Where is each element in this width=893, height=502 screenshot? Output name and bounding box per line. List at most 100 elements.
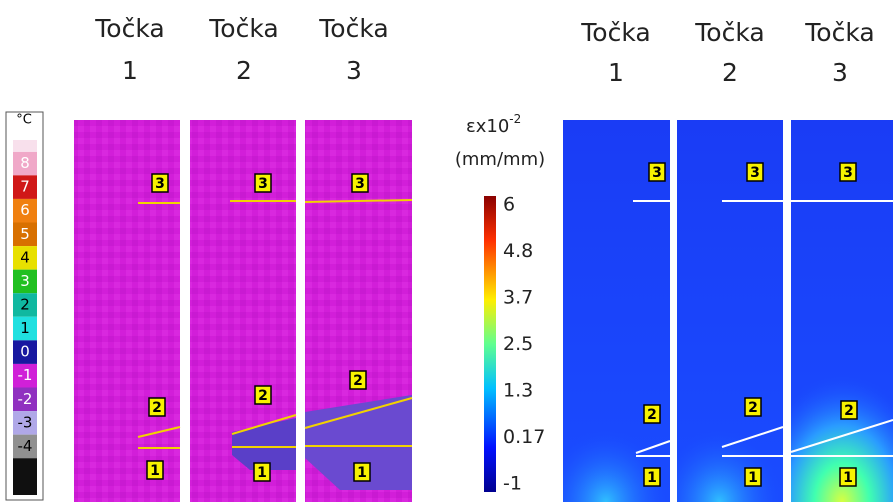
- header-word: Točka: [580, 18, 650, 47]
- marker-label: 1: [647, 470, 657, 486]
- marker-label: 2: [844, 403, 854, 419]
- scale-unit: (mm/mm): [455, 149, 545, 170]
- scale-label: -1: [503, 473, 522, 495]
- scale-title: εx10-2: [466, 112, 521, 138]
- line: [721, 426, 784, 448]
- line: [231, 414, 297, 435]
- marker-label: 1: [748, 470, 758, 486]
- scale-segment: [13, 246, 37, 270]
- scale-label: 5: [20, 225, 30, 243]
- header-word: Točka: [94, 14, 164, 43]
- marker-box: [744, 467, 762, 487]
- marker: 1: [744, 467, 762, 487]
- scale-segment: [13, 293, 37, 317]
- marker-box: [839, 162, 857, 182]
- marker-label: 2: [748, 400, 758, 416]
- line: [304, 199, 413, 203]
- scale-label: -1: [18, 366, 33, 384]
- header-number: 1: [608, 58, 624, 87]
- cool-region: [305, 395, 412, 490]
- marker-box: [146, 460, 164, 480]
- marker-label: 3: [750, 165, 760, 181]
- marker: 1: [253, 462, 271, 482]
- marker: 3: [839, 162, 857, 182]
- scale-label: 1.3: [503, 380, 533, 402]
- marker: 2: [254, 385, 272, 405]
- scale-segment: [13, 458, 37, 495]
- header-word: Točka: [208, 14, 278, 43]
- marker: 3: [351, 173, 369, 193]
- scale-label: 8: [20, 154, 30, 172]
- header-number: 1: [122, 56, 138, 85]
- scale-segment: [13, 363, 37, 388]
- scale-segment: [13, 269, 37, 294]
- marker-label: 3: [155, 176, 165, 192]
- marker: 2: [643, 404, 661, 424]
- scale-label: 0.17: [503, 426, 545, 448]
- marker-label: 1: [150, 463, 160, 479]
- strain-glow: [677, 380, 783, 502]
- header-number: 3: [832, 58, 848, 87]
- strain-scale: εx10-2 (mm/mm) 6 4.8 3.7 2.5 1.3 0.17 -1: [455, 112, 545, 495]
- marker-box: [840, 400, 858, 420]
- header-number: 2: [236, 56, 252, 85]
- marker-box: [648, 162, 666, 182]
- line: [137, 426, 181, 438]
- scale-unit: °C: [16, 113, 32, 128]
- marker: 2: [148, 397, 166, 417]
- scale-segment: [13, 340, 37, 364]
- marker-label: 2: [152, 400, 162, 416]
- thermal-images: [74, 120, 413, 502]
- marker-box: [254, 385, 272, 405]
- color-bar: [484, 196, 496, 492]
- marker: 1: [146, 460, 164, 480]
- marker-box: [353, 462, 371, 482]
- scale-label: -4: [18, 437, 33, 455]
- line: [635, 440, 671, 454]
- marker-label: 2: [647, 407, 657, 423]
- header-word: Točka: [318, 14, 388, 43]
- marker-box: [254, 173, 272, 193]
- marker-label: 3: [258, 176, 268, 192]
- header-number: 2: [722, 58, 738, 87]
- header-word: Točka: [694, 18, 764, 47]
- marker-box: [746, 162, 764, 182]
- line: [304, 397, 413, 429]
- scale-segment: [13, 434, 37, 459]
- marker-label: 1: [357, 465, 367, 481]
- marker: 3: [151, 173, 169, 193]
- scale-label: -2: [18, 390, 33, 408]
- scale-segment: [13, 316, 37, 341]
- scale-label: 2: [20, 296, 30, 314]
- scale-label: 7: [20, 178, 30, 196]
- marker-box: [351, 173, 369, 193]
- marker-box: [253, 462, 271, 482]
- marker-box: [839, 467, 857, 487]
- marker-label: 3: [652, 165, 662, 181]
- marker-label: 1: [843, 470, 853, 486]
- marker: 1: [839, 467, 857, 487]
- marker-label: 3: [843, 165, 853, 181]
- marker: 3: [746, 162, 764, 182]
- scale-label: 4.8: [503, 240, 533, 262]
- marker-label: 3: [355, 176, 365, 192]
- scale-label: 6: [20, 201, 30, 219]
- header-number: 3: [346, 56, 362, 85]
- marker: 1: [353, 462, 371, 482]
- scale-label: 3.7: [503, 287, 533, 309]
- marker: 2: [744, 397, 762, 417]
- scale-label: 3: [20, 272, 30, 290]
- cool-region: [232, 418, 296, 470]
- marker: 3: [254, 173, 272, 193]
- marker-box: [643, 404, 661, 424]
- scale-segment: [13, 151, 37, 176]
- scale-label: 1: [20, 319, 30, 337]
- scale-label: 4: [20, 248, 30, 266]
- marker: 2: [840, 400, 858, 420]
- strain-images: [563, 120, 893, 502]
- scale-segment: [13, 140, 37, 152]
- marker: 2: [349, 370, 367, 390]
- marker-label: 2: [353, 373, 363, 389]
- marker-box: [151, 173, 169, 193]
